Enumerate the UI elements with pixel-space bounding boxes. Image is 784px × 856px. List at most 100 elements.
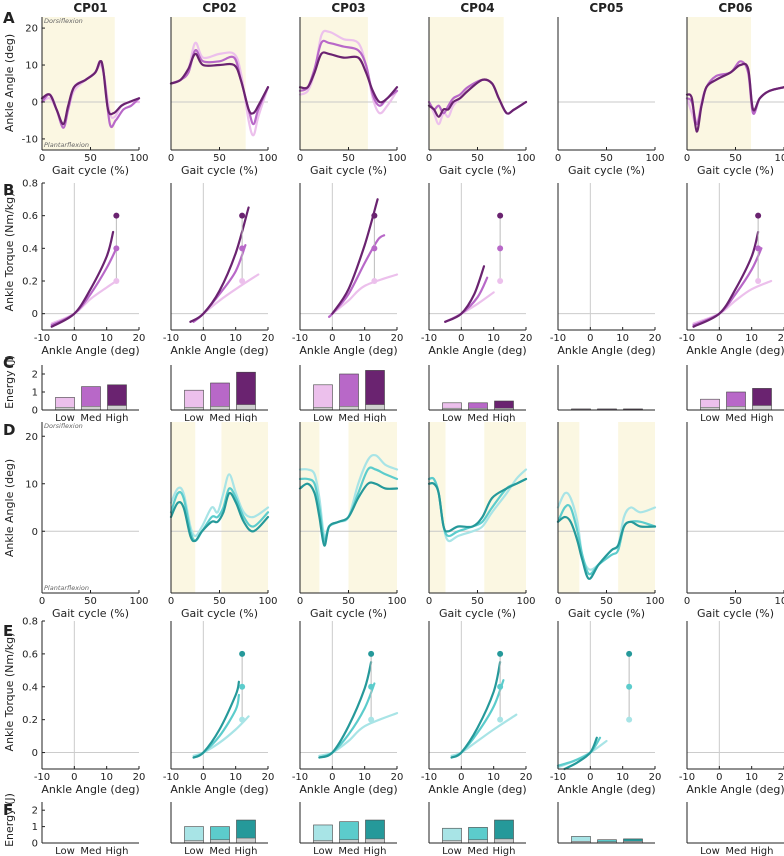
row-a-col1-xtick-label: 0 [39, 153, 45, 164]
row-a-col5-xlabel: Gait cycle (%) [568, 164, 645, 177]
row-e-col3-xlabel: Ankle Angle (deg) [299, 783, 397, 796]
row-c-ylabel: Energy (J) [3, 355, 16, 409]
row-d-col3-xtick-label: 50 [342, 596, 355, 607]
row-c-col2-category-med: Med [209, 413, 230, 424]
row-a-col2-series-high [169, 52, 270, 115]
row-b-col2-xlabel: Ankle Angle (deg) [170, 344, 268, 357]
panel-letter-a: A [3, 9, 15, 27]
row-f-col3-panel: Low Med High [299, 802, 397, 856]
row-c-col1-ytick-label: 1 [32, 388, 38, 399]
row-f-col2-category-med: Med [209, 846, 230, 856]
row-d-col1-ytick-label: 20 [25, 432, 38, 443]
row-e-col2-series-high [192, 680, 240, 759]
row-a-col4-xtick-label: 50 [471, 153, 484, 164]
row-b-col3-marker-low [371, 278, 378, 284]
row-b-col1-ytick-label: 0.8 [22, 179, 38, 190]
row-a-col4-xtick-label: 100 [516, 153, 535, 164]
row-e-col6-xtick-label: -10 [679, 772, 695, 783]
row-d-col4-xtick-label: 50 [471, 596, 484, 607]
row-b-col3-xlabel: Ankle Angle (deg) [299, 344, 397, 357]
row-d-col1-plantarflexion-note: Plantarflexion [44, 584, 89, 592]
row-d-col1-ytick-label: 0 [32, 527, 38, 538]
row-a-col6-series-high [685, 62, 784, 133]
row-e-col1-panel: -10 0 10 20 0 0.2 0.4 0.6 0.8 Ankle Angle (deg) [22, 617, 145, 797]
row-c-col4-category-med: Med [467, 413, 488, 424]
row-e-col4-series-med [450, 679, 505, 759]
row-e-col3-marker-high [368, 650, 375, 657]
row-c-col6-category-low: Low [700, 413, 720, 424]
column-title-cp03: CP03 [331, 1, 365, 15]
row-b-col4-xtick-label: 0 [458, 333, 464, 344]
row-c-col6-category-high: High [751, 413, 774, 424]
row-f-col3-category-med: Med [338, 846, 359, 856]
row-b-col1-ytick-label: 0.4 [22, 244, 38, 255]
row-f-col4-category-high: High [493, 846, 516, 856]
row-d-col1-dorsiflexion-note: Dorsiflexion [44, 422, 83, 430]
row-c-col3-category-med: Med [338, 413, 359, 424]
row-a-col1-series-high [40, 59, 141, 126]
row-b-col1-marker-med [113, 245, 120, 252]
row-a-col3-series-med [298, 39, 399, 107]
row-e-col2-marker-med [239, 683, 246, 690]
row-e-col2-xtick-label: -10 [163, 772, 179, 783]
row-b-col5-xtick-label: 10 [616, 333, 629, 344]
row-b-col2-xtick-label: 10 [229, 333, 242, 344]
row-e-col1-ytick-label: 0.8 [22, 617, 38, 628]
row-c-col4-panel: Low Med High [428, 365, 526, 424]
row-c-col6-category-med: Med [725, 413, 746, 424]
row-b-col3-series-high [331, 198, 379, 315]
row-b-col1-ytick-label: 0 [32, 309, 38, 320]
row-f-col4-bar-base-high [494, 838, 514, 844]
row-a-col2-stance-shade [171, 17, 246, 150]
panel-letter-e: E [3, 622, 13, 640]
row-b-col6-marker-low [755, 278, 762, 284]
row-d-col6-xtick-label: 100 [774, 596, 784, 607]
column-title-cp05: CP05 [589, 1, 623, 15]
row-e-col3-marker-med [368, 683, 375, 690]
row-d-col5-series-high [556, 515, 657, 580]
column-title-cp01: CP01 [73, 1, 107, 15]
row-c-col1-bar-base-high [107, 405, 127, 411]
row-b-col6-xtick-label: -10 [679, 333, 695, 344]
row-b-col3-xtick-label: 10 [358, 333, 371, 344]
row-b-col4-xtick-label: -10 [421, 333, 437, 344]
panel-letter-c: C [3, 354, 14, 372]
row-c-col1-bar-base-med [81, 406, 101, 411]
row-e-col5-xtick-label: 20 [649, 772, 662, 783]
row-b-col3-marker-high [371, 212, 378, 219]
row-f-col5-panel [557, 802, 655, 844]
row-e-col3-series-med [318, 682, 376, 759]
row-a-col4-series-high [427, 78, 528, 118]
row-e-col4-xtick-label: 10 [487, 772, 500, 783]
panel-letter-d: D [3, 421, 15, 439]
row-b-col1-xtick-label: -10 [34, 333, 50, 344]
row-e-col2-xlabel: Ankle Angle (deg) [170, 783, 268, 796]
row-b-col2-series-med [192, 244, 247, 323]
row-b-col2-xtick-label: 0 [200, 333, 206, 344]
row-a-col6-xtick-label: 0 [684, 153, 690, 164]
row-e-col1-xtick-label: -10 [34, 772, 50, 783]
row-e-col3-xtick-label: -10 [292, 772, 308, 783]
row-c-col3-category-high: High [364, 413, 387, 424]
row-d-col5-stance-shade [618, 422, 655, 593]
row-e-col4-marker-med [497, 683, 504, 690]
row-a-col5-xtick-label: 100 [645, 153, 664, 164]
row-e-col6-xtick-label: 0 [716, 772, 722, 783]
row-f-col4-category-med: Med [467, 846, 488, 856]
row-c-col4-category-high: High [493, 413, 516, 424]
row-c-col4-category-low: Low [442, 413, 462, 424]
row-d-col2-xtick-label: 100 [258, 596, 277, 607]
row-b-col1-xlabel: Ankle Angle (deg) [41, 344, 139, 357]
row-d-col3-xtick-label: 100 [387, 596, 406, 607]
row-d-col4-xtick-label: 100 [516, 596, 535, 607]
row-c-col3-bar-med [339, 373, 359, 411]
row-e-col2-marker-high [239, 650, 246, 657]
